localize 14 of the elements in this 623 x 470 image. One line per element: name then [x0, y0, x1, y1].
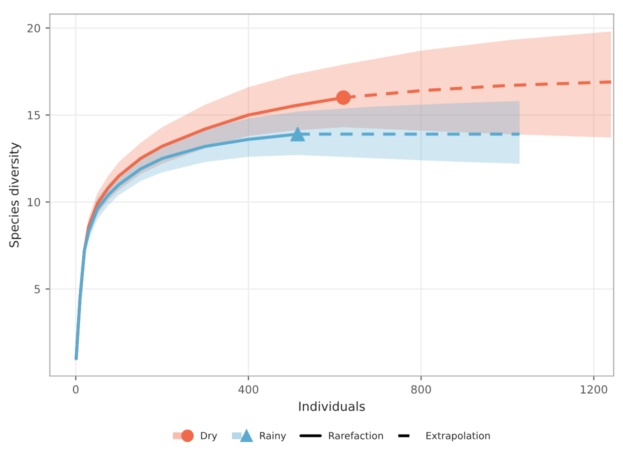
x-tick-label: 400	[238, 385, 258, 394]
x-tick-label: 800	[411, 385, 431, 394]
text: Extrapolation	[426, 432, 490, 442]
y-tick-label: 15	[28, 111, 40, 120]
x-axis-title: Individuals	[299, 401, 365, 412]
x-tick-label: 0	[72, 385, 79, 394]
y-tick-label: 10	[28, 198, 40, 206]
x-tick-label: 1200	[580, 385, 608, 394]
y-tick-label: 20	[27, 24, 40, 32]
y-axis-title: Species diversity	[9, 142, 22, 248]
y-tick-label: 5	[34, 285, 40, 294]
legend-label: Dry	[201, 432, 218, 442]
legend-label: Rainy	[260, 432, 286, 442]
text: Rarefaction	[329, 432, 383, 440]
